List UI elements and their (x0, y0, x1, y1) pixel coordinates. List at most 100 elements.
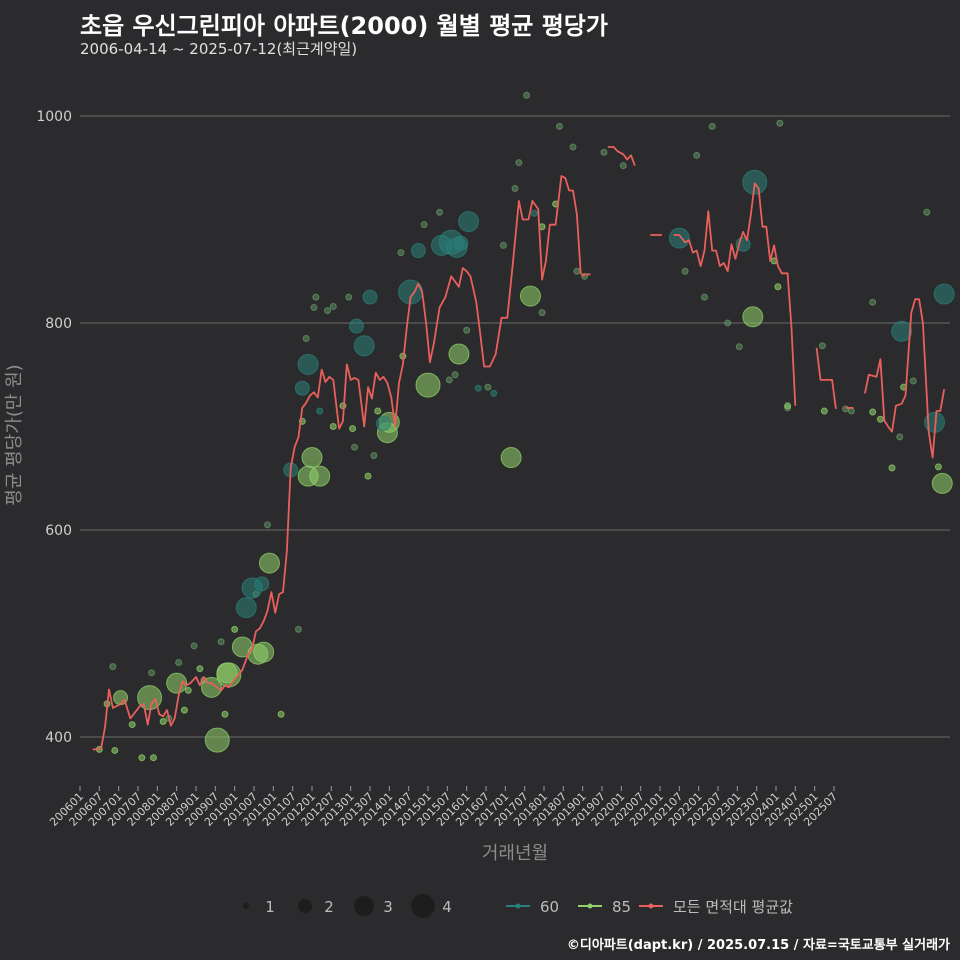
legend: 1 2 3 4 60 85 모든 면적대 평균값 (243, 894, 793, 918)
scatter-point-faint (842, 405, 850, 413)
legend-series-dot (648, 903, 654, 909)
scatter-point-faint (370, 451, 378, 459)
scatter-point-85 (742, 306, 764, 328)
scatter-point-faint (735, 343, 743, 351)
legend-size-key (354, 896, 374, 916)
scatter-point-60 (316, 407, 324, 415)
scatter-point-faint (294, 625, 302, 633)
scatter-point-faint (445, 376, 453, 384)
scatter-point-faint (909, 377, 917, 385)
chart-subtitle: 2006-04-14 ~ 2025-07-12(최근계약일) (80, 40, 358, 58)
legend-size-label: 1 (265, 898, 275, 916)
scatter-point-85 (500, 447, 522, 469)
scatter-point-faint (847, 407, 855, 415)
scatter-60 (235, 169, 955, 619)
y-tick-label: 400 (45, 730, 72, 746)
y-tick-label: 800 (45, 316, 72, 332)
scatter-point-85 (301, 447, 323, 469)
scatter-point-85 (277, 710, 285, 718)
legend-series-label: 85 (612, 898, 631, 916)
scatter-point-60 (348, 318, 364, 334)
scatter-point-60 (490, 389, 498, 397)
scatter-point-85 (519, 285, 541, 307)
scatter-point-60 (458, 211, 480, 233)
scatter-point-faint (573, 267, 581, 275)
legend-size-label: 4 (442, 898, 452, 916)
y-axis-label: 평균 평당가(만 원) (4, 364, 25, 505)
scatter-point-faint (310, 303, 318, 311)
chart-title: 초읍 우신그린피아 아파트(2000) 월별 평균 평당가 (80, 12, 608, 40)
scatter-point-85 (876, 415, 884, 423)
scatter-point-60 (530, 209, 538, 217)
x-axis-label: 거래년월 (482, 843, 548, 864)
scatter-point-85 (820, 407, 828, 415)
scatter-point-faint (345, 293, 353, 301)
scatter-point-faint (420, 221, 428, 229)
legend-series-label: 60 (540, 898, 559, 916)
legend-series-dot (515, 903, 521, 909)
scatter-point-85 (180, 706, 188, 714)
scatter-point-85 (448, 343, 470, 365)
legend-series-dot (587, 903, 593, 909)
scatter-point-faint (329, 302, 337, 310)
legend-size-label: 3 (383, 898, 393, 916)
scatter-point-85 (329, 423, 337, 430)
scatter-point-faint (700, 293, 708, 301)
avg-line-segment (607, 146, 636, 167)
scatter-point-60 (353, 335, 375, 357)
scatter-point-60 (297, 353, 319, 375)
scatter-point-85 (415, 372, 441, 398)
scatter-point-faint (302, 335, 310, 343)
scatter-point-85 (931, 472, 953, 494)
scatter-point-faint (681, 267, 689, 275)
scatter-point-85 (774, 283, 782, 291)
scatter-point-faint (484, 383, 492, 391)
scatter-point-faint (397, 249, 405, 257)
scatter-point-faint (511, 184, 519, 192)
legend-size-key (298, 899, 312, 913)
scatter-point-faint (312, 293, 320, 301)
avg-line (92, 146, 946, 751)
scatter-point-85 (159, 717, 167, 725)
x-axis-ticks: 2006012006072007012007072008012008072009… (47, 786, 840, 829)
scatter-point-60 (453, 235, 469, 251)
scatter-point-85 (784, 402, 792, 410)
y-tick-label: 600 (45, 523, 72, 539)
scatter-point-85 (258, 552, 280, 574)
scatter-point-85 (138, 754, 146, 762)
scatter-point-85 (166, 672, 188, 694)
scatter-point-60 (376, 415, 392, 431)
scatter-85 (95, 200, 953, 762)
scatter-point-85 (216, 662, 242, 688)
scatter-point-faint (175, 658, 183, 666)
scatter-point-85 (128, 721, 136, 729)
scatter-point-faint (148, 669, 156, 677)
scatter-point-faint (923, 208, 931, 216)
scatter-point-faint (569, 143, 577, 151)
scatter-point-faint (463, 326, 471, 334)
scatter-point-85 (184, 686, 192, 694)
scatter-point-faint (619, 162, 627, 170)
scatter-point-faint (708, 122, 716, 130)
legend-size-key (243, 903, 249, 909)
scatter-point-faint (217, 638, 225, 646)
scatter-point-faint (523, 91, 531, 99)
scatter-point-85 (934, 463, 942, 471)
scatter-point-60 (235, 597, 257, 619)
scatter-point-60 (933, 283, 955, 305)
scatter-point-85 (231, 625, 239, 633)
scatter-point-60 (474, 384, 482, 392)
y-axis-ticks: 400 600 800 1000 (36, 109, 72, 746)
scatter-point-faint (351, 443, 359, 451)
scatter-point-85 (374, 407, 382, 415)
scatter-point-faint (190, 642, 198, 650)
avg-line-segment (92, 175, 586, 751)
scatter-point-85 (349, 425, 357, 433)
scatter-point-faint (818, 342, 826, 350)
source-caption: ©디아파트(dapt.kr) / 2025.07.15 / 자료=국토교통부 실… (566, 938, 950, 953)
y-tick-label: 1000 (36, 109, 72, 125)
scatter-point-faint (896, 433, 904, 441)
scatter-point-85 (869, 408, 877, 416)
scatter-point-faint (776, 119, 784, 127)
legend-size-label: 2 (324, 898, 334, 916)
